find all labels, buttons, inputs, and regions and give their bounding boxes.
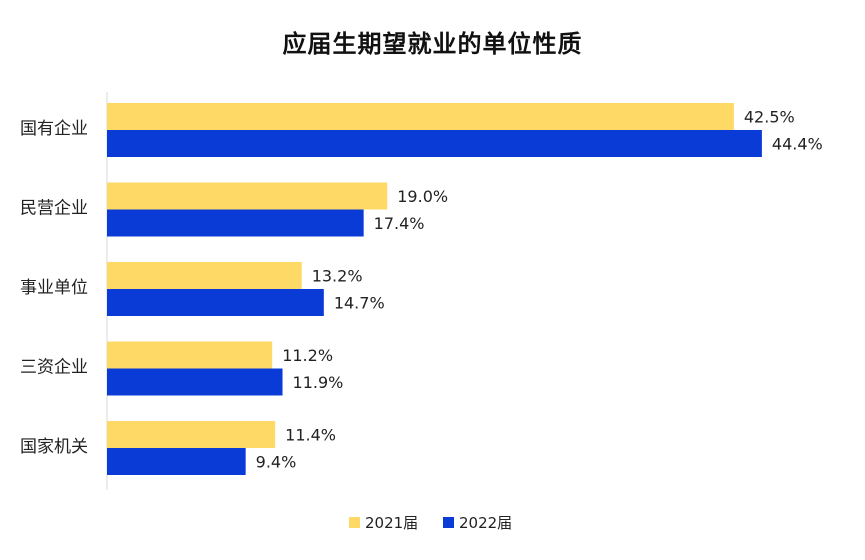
bar-2021 <box>107 103 734 130</box>
category-label: 民营企业 <box>20 199 88 219</box>
value-label: 11.4% <box>285 426 336 445</box>
value-label: 44.4% <box>772 135 823 154</box>
category-label: 事业单位 <box>20 278 88 298</box>
bar-2021 <box>107 262 302 289</box>
bar-2021 <box>107 341 273 369</box>
value-label: 9.4% <box>256 453 297 472</box>
value-label: 17.4% <box>374 214 425 233</box>
value-label: 11.9% <box>293 373 344 392</box>
bar-2022 <box>107 130 762 157</box>
bar-2021 <box>107 182 388 210</box>
value-label: 13.2% <box>312 267 363 286</box>
category-label: 国家机关 <box>20 437 88 457</box>
bar-2022 <box>107 289 324 316</box>
legend-label: 2022届 <box>459 514 512 532</box>
legend-label: 2021届 <box>365 514 418 532</box>
category-label: 三资企业 <box>20 358 88 378</box>
chart-title: 应届生期望就业的单位性质 <box>282 30 583 58</box>
value-label: 14.7% <box>334 294 385 313</box>
value-label: 19.0% <box>397 187 448 206</box>
category-label: 国有企业 <box>20 119 88 139</box>
bar-2022 <box>107 368 283 396</box>
value-label: 11.2% <box>282 346 333 365</box>
bar-2021 <box>107 421 276 448</box>
bar-2022 <box>107 448 246 475</box>
bar-2022 <box>107 209 364 237</box>
legend-swatch <box>349 517 360 528</box>
legend-swatch <box>443 517 454 528</box>
value-label: 42.5% <box>744 108 795 127</box>
